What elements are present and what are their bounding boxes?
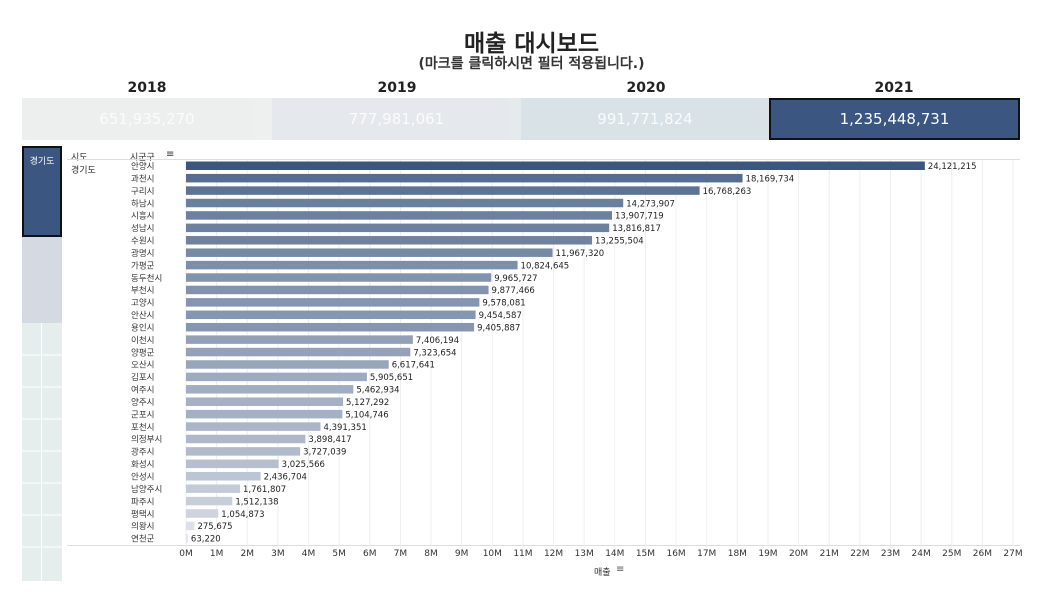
x-tick-label: 22M [850, 549, 869, 559]
x-tick-label: 26M [973, 549, 992, 559]
year-label-2021: 2021 [874, 80, 914, 96]
x-tick-label: 12M [544, 549, 563, 559]
x-tick-label: 10M [483, 549, 502, 559]
dashboard-title: 매출 대시보드 [464, 31, 599, 57]
sido-value: 경기도 [71, 166, 96, 176]
x-tick-label: 1M [210, 549, 224, 559]
x-tick-label: 5M [332, 549, 346, 559]
x-tick-label: 8M [424, 549, 438, 559]
header-sido: 시도 [71, 153, 88, 163]
dashboard-subtitle: (마크를 클릭하시면 필터 적용됩니다.) [418, 56, 645, 72]
kpi-tile-2020[interactable]: 991,771,824 [521, 98, 769, 140]
x-tick-label: 3M [271, 549, 285, 559]
kpi-tile-2018[interactable]: 651,935,270 [22, 98, 272, 140]
kpi-value-2020: 991,771,824 [597, 110, 693, 128]
region-filter-label: 경기도 [29, 157, 55, 167]
region-filter-grid[interactable] [22, 323, 62, 581]
x-tick-label: 24M [912, 549, 931, 559]
x-tick-label: 6M [363, 549, 377, 559]
region-filter-gyeonggi[interactable]: 경기도 [22, 146, 62, 237]
x-tick-label: 25M [942, 549, 961, 559]
x-tick-label: 18M [728, 549, 747, 559]
x-tick-label: 19M [758, 549, 777, 559]
x-tick-label: 2M [241, 549, 255, 559]
sort-icon[interactable]: ≡ [166, 149, 175, 160]
x-tick-label: 7M [394, 549, 408, 559]
x-tick-label: 15M [636, 549, 655, 559]
chart-frame [67, 159, 1020, 546]
x-tick-label: 14M [605, 549, 624, 559]
kpi-value-2019: 777,981,061 [348, 110, 445, 128]
region-filter-grid-lines [22, 323, 62, 581]
region-filter-block[interactable] [22, 237, 62, 323]
x-tick-label: 16M [666, 549, 685, 559]
x-tick-label: 9M [455, 549, 469, 559]
year-label-2018: 2018 [127, 80, 167, 96]
x-tick-label: 21M [820, 549, 839, 559]
x-tick-label: 13M [575, 549, 594, 559]
x-tick-label: 23M [881, 549, 900, 559]
x-axis-title: 매출 [594, 568, 611, 578]
year-label-2019: 2019 [377, 80, 417, 96]
x-tick-label: 11M [513, 549, 532, 559]
x-tick-label: 0M [179, 549, 193, 559]
kpi-tile-2021[interactable]: 1,235,448,731 [769, 98, 1020, 140]
kpi-value-2018: 651,935,270 [99, 110, 195, 128]
x-tick-label: 4M [302, 549, 316, 559]
x-tick-label: 27M [1003, 549, 1022, 559]
kpi-value-2021: 1,235,448,731 [839, 110, 950, 128]
x-tick-label: 17M [697, 549, 716, 559]
kpi-tile-2019[interactable]: 777,981,061 [272, 98, 521, 140]
x-axis-sort-icon[interactable]: ≡ [616, 564, 625, 575]
year-label-2020: 2020 [626, 80, 666, 96]
header-sigungu: 시군구 [130, 153, 155, 163]
x-tick-label: 20M [789, 549, 808, 559]
